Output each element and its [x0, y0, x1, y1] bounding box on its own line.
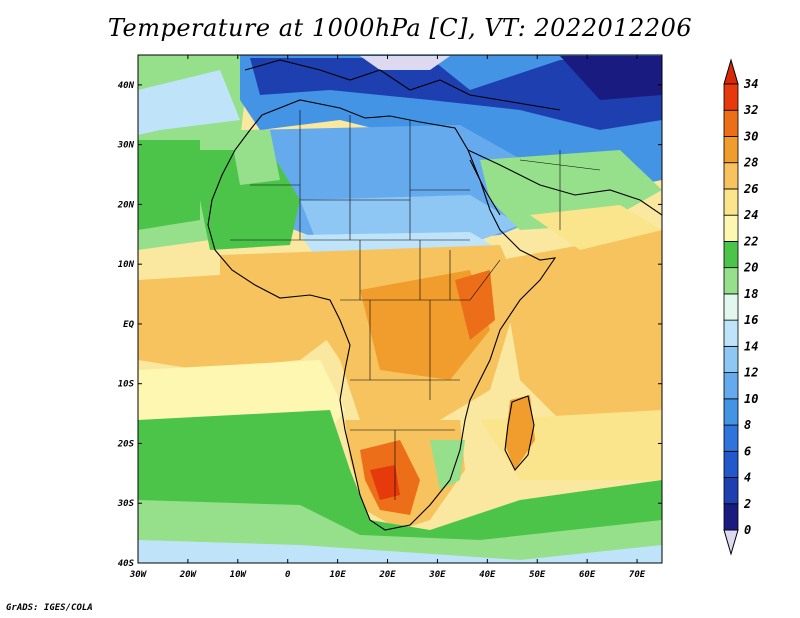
colorbar-swatch: [723, 450, 739, 478]
colorbar-swatch: [723, 162, 739, 190]
field-east-africa-hot: [455, 270, 495, 340]
field-mozambique: [430, 440, 465, 490]
lon-tick-label: 70E: [629, 570, 646, 580]
longitude-axis: 30W 20W 10W 0 10E 20E 30E 40E 50E 60E 70E: [129, 55, 646, 580]
colorbar-swatch: [723, 109, 739, 137]
field-southern-ocean: [138, 540, 662, 563]
colorbar-swatch: [723, 83, 739, 111]
africa-coastline: [207, 99, 557, 531]
colorbar-swatch: [723, 424, 739, 452]
field-europe-pale: [360, 56, 450, 70]
lon-tick-label: 30E: [428, 570, 446, 580]
colorbar-max-triangle: [723, 58, 739, 85]
field-tropical-africa-hot: [360, 270, 490, 380]
coastlines: [207, 59, 662, 531]
colorbar-label: 0: [744, 523, 751, 537]
colorbar-swatch: [723, 214, 739, 242]
colorbar-label: 18: [744, 287, 758, 301]
lon-tick-label: 20E: [378, 570, 396, 580]
colorbar-label: 12: [744, 366, 758, 380]
lat-tick-label: 40S: [118, 559, 135, 569]
colorbar-label: 24: [743, 208, 758, 222]
lat-tick-label: 10S: [118, 380, 135, 390]
lon-tick-label: 20W: [179, 570, 198, 580]
field-north-atlantic-light: [138, 70, 240, 135]
lon-tick-label: 60E: [579, 570, 596, 580]
colorbar-label: 20: [743, 261, 758, 275]
madagascar-coastline: [504, 395, 535, 471]
border-line: [519, 159, 601, 171]
colorbar-label: 16: [744, 313, 758, 327]
map-title: Temperature at 1000hPa [C], VT: 20220122…: [107, 14, 693, 42]
colorbar-swatch: [723, 398, 739, 426]
colorbar-label: 10: [744, 392, 758, 406]
arabia-coastline: [467, 149, 662, 216]
lon-tick-label: 30W: [129, 570, 148, 580]
colorbar-swatch: [723, 293, 739, 321]
colorbar-swatch: [723, 345, 739, 373]
country-borders: [230, 110, 601, 500]
field-europe-cold: [250, 58, 662, 130]
temperature-field: [138, 55, 662, 563]
colorbar-swatch: [723, 136, 739, 164]
lon-tick-label: 0: [285, 570, 291, 580]
colorbar-label: 14: [744, 339, 758, 353]
lat-tick-label: EQ: [123, 320, 134, 330]
lat-tick-label: 20N: [117, 200, 135, 210]
grads-credit: GrADS: IGES/COLA: [6, 603, 93, 613]
field-indian-warm: [500, 230, 662, 420]
colorbar-label: 4: [744, 471, 751, 485]
lat-tick-label: 10N: [118, 260, 135, 270]
colorbar-label: 6: [744, 444, 751, 458]
plot-frame: [137, 54, 663, 564]
field-southern-africa-red: [370, 465, 400, 500]
field-west-africa-light: [230, 130, 280, 185]
colorbar-swatch: [723, 188, 739, 216]
field-north-atlantic-west: [138, 140, 200, 230]
colorbar-label: 22: [743, 234, 758, 248]
field-arabia-warm: [530, 205, 662, 250]
field-europe-deep: [560, 56, 662, 100]
colorbar-swatch: [723, 372, 739, 400]
latitude-axis: 40N 30N 20N 10N EQ 10S 20S 30S 40S: [117, 81, 662, 569]
colorbar-label: 8: [744, 418, 751, 432]
lon-tick-label: 10E: [329, 570, 346, 580]
lon-tick-label: 50E: [529, 570, 546, 580]
colorbar-label: 34: [743, 77, 758, 91]
lat-tick-label: 40N: [118, 81, 135, 91]
lat-tick-label: 30N: [117, 141, 135, 151]
europe-coastline: [244, 59, 561, 111]
colorbar-label: 30: [743, 129, 758, 143]
colorbar-swatch: [723, 267, 739, 295]
border-line: [469, 259, 501, 301]
colorbar-swatch: [723, 319, 739, 347]
colorbar-swatch: [723, 477, 739, 505]
colorbar-label: 26: [743, 182, 758, 196]
colorbar-label: 32: [743, 103, 758, 117]
colorbar-swatch: [723, 503, 739, 531]
colorbar-min-triangle: [723, 529, 739, 556]
red-sea-coast: [469, 159, 501, 216]
colorbar-swatch: [723, 241, 739, 269]
lat-tick-label: 20S: [117, 439, 135, 449]
colorbar-label: 2: [743, 497, 751, 511]
field-madagascar: [505, 395, 535, 470]
colorbar-label: 28: [743, 156, 758, 170]
lon-tick-label: 10W: [230, 570, 248, 580]
lon-tick-label: 40E: [479, 570, 496, 580]
lat-tick-label: 30S: [117, 499, 135, 509]
